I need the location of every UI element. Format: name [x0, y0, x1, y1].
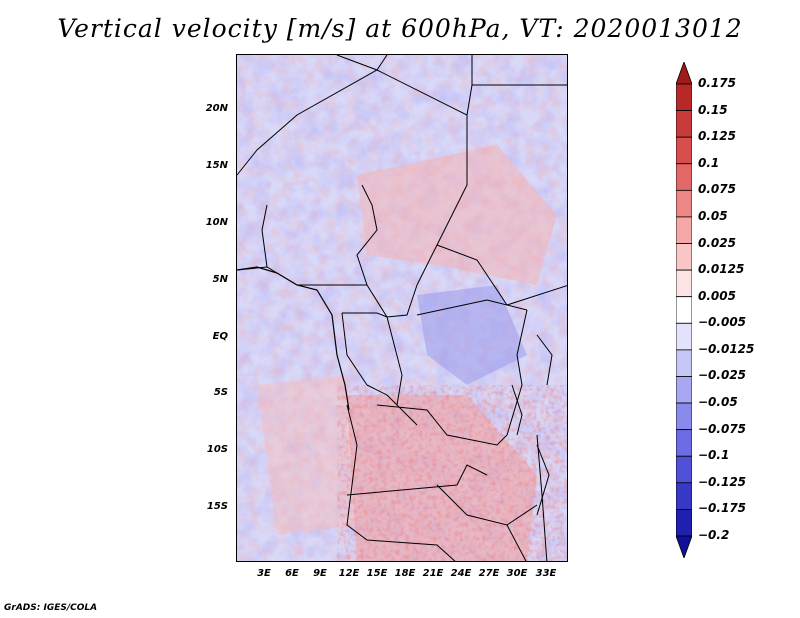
lat-tick-label: 15N: [205, 160, 228, 171]
colorbar-swatch: [676, 455, 692, 484]
colorbar-tick-label: −0.125: [698, 474, 747, 489]
colorbar-tick-label: 0.05: [698, 208, 728, 223]
colorbar-swatch: [676, 136, 692, 165]
colorbar-tick-label: 0.1: [698, 155, 720, 170]
colorbar-swatch: [676, 163, 692, 191]
lat-tick-label: 5S: [213, 387, 228, 398]
colorbar-swatch: [676, 216, 692, 244]
colorbar-tick-label: 0.0125: [698, 262, 745, 277]
colorbar-tick-label: 0.075: [698, 182, 736, 197]
colorbar-swatch: [676, 402, 692, 431]
lon-tick-label: 24E: [450, 568, 472, 579]
colorbar-tick-label: 0.025: [698, 235, 736, 250]
lat-tick-label: 5N: [212, 274, 228, 285]
lon-tick-label: 12E: [338, 568, 360, 579]
colorbar-tick-label: 0.005: [698, 288, 736, 303]
lat-tick-label: 10S: [206, 444, 228, 455]
colorbar-swatch: [676, 349, 692, 377]
colorbar-swatch: [676, 189, 692, 218]
colorbar-tick-label: −0.005: [698, 315, 747, 330]
lon-tick-label: 27E: [478, 568, 500, 579]
colorbar-swatch: [676, 509, 692, 537]
colorbar-swatch: [676, 269, 692, 298]
colorbar-swatch: [676, 322, 692, 351]
colorbar-swatch: [676, 296, 692, 324]
colorbar-swatch: [676, 62, 692, 85]
colorbar-tick-label: −0.075: [698, 421, 747, 436]
lon-tick-label: 9E: [313, 568, 327, 579]
lon-tick-label: 15E: [366, 568, 388, 579]
colorbar-swatch: [676, 243, 692, 271]
colorbar-swatch: [676, 376, 692, 404]
lat-tick-label: 20N: [205, 103, 228, 114]
colorbar-tick-label: 0.175: [698, 76, 736, 90]
colorbar-swatch: [676, 110, 692, 138]
vertical-velocity-field: [237, 55, 567, 561]
colorbar-swatch: [676, 83, 692, 111]
colorbar-tick-label: −0.025: [698, 368, 747, 383]
colorbar-swatch: [676, 429, 692, 457]
colorbar: [676, 62, 692, 558]
footer-credit: GrADS: IGES/COLA: [4, 603, 98, 613]
lon-tick-label: 6E: [285, 568, 299, 579]
colorbar-tick-label: −0.1: [698, 448, 730, 463]
colorbar-tick-label: −0.2: [698, 528, 730, 542]
lon-tick-label: 3E: [257, 568, 271, 579]
country-borders: [237, 55, 567, 561]
coastline: [237, 266, 350, 411]
colorbar-swatch: [676, 535, 692, 558]
colorbar-tick-label: −0.05: [698, 395, 738, 410]
colorbar-tick-label: 0.125: [698, 129, 736, 144]
lat-tick-label: 10N: [205, 217, 228, 228]
lon-tick-label: 33E: [535, 568, 557, 579]
chart-title: Vertical velocity [m/s] at 600hPa, VT: 2…: [57, 14, 743, 43]
colorbar-tick-label: −0.0125: [698, 341, 755, 356]
map-panel: [236, 54, 568, 562]
lat-tick-label: EQ: [212, 331, 228, 342]
colorbar-tick-label: 0.15: [698, 102, 728, 117]
lon-tick-label: 30E: [506, 568, 528, 579]
colorbar-tick-label: −0.175: [698, 501, 747, 516]
colorbar-swatch: [676, 482, 692, 510]
lon-tick-label: 21E: [422, 568, 444, 579]
lon-tick-label: 18E: [394, 568, 416, 579]
lat-tick-label: 15S: [206, 501, 228, 512]
